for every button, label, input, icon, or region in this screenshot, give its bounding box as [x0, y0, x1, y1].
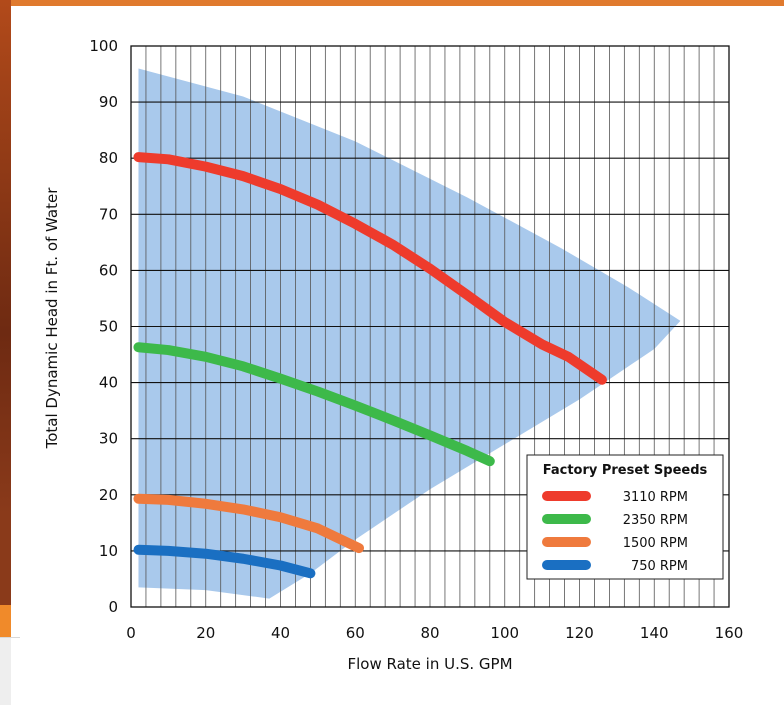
legend-label: 3110 RPM: [623, 490, 688, 505]
left-orange-strip: [0, 605, 11, 637]
y-tick-label: 20: [99, 486, 118, 504]
legend-items: 3110 RPM 2350 RPM 1500 RPM 750 RPM: [542, 490, 688, 574]
legend-label: 750 RPM: [631, 559, 688, 574]
legend-label: 1500 RPM: [623, 536, 688, 551]
operating-region-layer: [138, 68, 681, 599]
top-orange-bar: [0, 0, 784, 6]
y-tick-label: 0: [108, 598, 118, 616]
series-line-750-rpm: [133, 544, 316, 579]
left-grey-strip: [0, 637, 11, 705]
bottom-divider: [0, 637, 20, 638]
x-axis-title: Flow Rate in U.S. GPM: [347, 655, 512, 673]
x-tick-label: 60: [346, 624, 365, 642]
y-tick-label: 30: [99, 430, 118, 448]
tick-label-layer: 0 20 40 60 80 100 120 140 160 0 10 20 30 40 50 60 70 80 90…: [89, 37, 743, 642]
legend-title: Factory Preset Speeds: [543, 463, 708, 478]
x-tick-label: 0: [126, 624, 136, 642]
legend-label: 2350 RPM: [623, 513, 688, 528]
x-tick-label: 120: [565, 624, 594, 642]
y-tick-label: 100: [89, 37, 118, 55]
x-tick-label: 100: [490, 624, 519, 642]
x-tick-label: 140: [640, 624, 669, 642]
left-brown-strip: [0, 0, 11, 605]
y-tick-label: 60: [99, 261, 118, 279]
y-tick-label: 90: [99, 93, 118, 111]
y-tick-label: 50: [99, 318, 118, 336]
plot-frame: [130, 45, 730, 608]
y-tick-label: 40: [99, 374, 118, 392]
legend: Factory Preset Speeds 3110 RPM 2350 RPM 15…: [526, 454, 724, 580]
y-axis-title: Total Dynamic Head in Ft. of Water: [43, 187, 61, 450]
x-tick-label: 160: [715, 624, 744, 642]
series-line-3110-rpm: [133, 152, 607, 385]
x-tick-label: 40: [271, 624, 290, 642]
x-tick-label: 80: [420, 624, 439, 642]
y-tick-label: 10: [99, 542, 118, 560]
x-tick-label: 20: [196, 624, 215, 642]
series-line-1500-rpm: [133, 493, 364, 554]
series-line-2350-rpm: [133, 342, 495, 467]
y-tick-label: 80: [99, 149, 118, 167]
operating-region: [138, 68, 681, 599]
series-layer: [133, 152, 607, 579]
y-tick-label: 70: [99, 205, 118, 223]
